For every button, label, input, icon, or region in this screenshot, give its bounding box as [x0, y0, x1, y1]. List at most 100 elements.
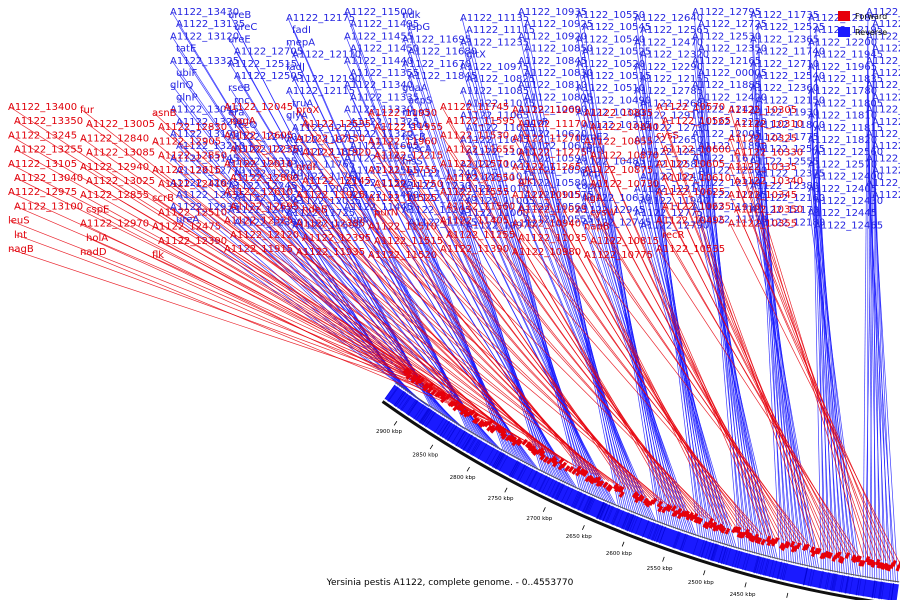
gene-label: A1122_11950: [368, 108, 437, 119]
ruler-tick: [662, 556, 665, 562]
connector-line: [729, 109, 865, 558]
forward-feature: [809, 546, 816, 554]
connector-line: [287, 164, 492, 446]
forward-feature: [560, 461, 568, 469]
reverse-feature: [387, 386, 399, 402]
reverse-feature: [891, 583, 895, 600]
reverse-feature: [471, 439, 481, 456]
reverse-feature: [420, 408, 431, 425]
gene-label: A1122_12800: [230, 173, 299, 184]
reverse-feature: [596, 502, 605, 519]
forward-feature: [430, 388, 438, 396]
forward-feature: [816, 547, 822, 555]
gene-label: A1122_12745: [582, 217, 651, 228]
forward-feature: [656, 500, 663, 508]
connector-line: [513, 138, 728, 526]
connector-line: [81, 166, 466, 407]
ruler-tick: [393, 421, 398, 426]
gene-label: A1122_11165: [872, 117, 900, 128]
gene-label: A1122_11815: [814, 123, 883, 134]
reverse-feature: [597, 502, 605, 520]
forward-feature: [592, 476, 599, 484]
forward-feature: [760, 538, 767, 546]
ruler-tick-label: 2650 kbp: [566, 534, 592, 540]
gene-label: A1122_11155: [408, 217, 477, 228]
forward-feature: [497, 426, 504, 434]
connector-line: [81, 109, 451, 397]
reverse-feature: [393, 391, 405, 407]
gene-label: A1122_10970: [466, 220, 535, 231]
gene-label: ureE: [228, 34, 251, 45]
reverse-feature: [830, 573, 835, 592]
gene-label: recR: [662, 230, 685, 241]
connector-line: [585, 254, 811, 548]
connector-line: [231, 177, 557, 457]
gene-label: A1122_11080: [872, 141, 900, 152]
gene-label: A1122_11390: [440, 244, 509, 255]
connector-line: [585, 112, 768, 537]
connector-line: [693, 207, 776, 560]
gene-label: A1122_11965: [808, 62, 877, 73]
connector-line: [873, 194, 899, 583]
forward-feature: [744, 528, 750, 536]
connector-line: [815, 176, 852, 576]
forward-feature: [860, 559, 866, 567]
gene-label: A1122_12635: [176, 190, 245, 201]
connector-line: [519, 182, 650, 520]
gene-label: A1122_12350: [698, 44, 767, 55]
gene-label: A1122_12330: [234, 217, 303, 228]
gene-label: A1122_11770: [698, 214, 767, 225]
forward-feature: [708, 521, 715, 529]
reverse-feature: [707, 542, 714, 560]
gene-label: A1122_13350: [14, 116, 83, 127]
gene-label: A1122_10840: [590, 122, 659, 133]
reverse-feature: [401, 395, 412, 412]
forward-feature: [711, 521, 718, 529]
reverse-feature: [384, 384, 396, 400]
connector-line: [577, 136, 681, 531]
reverse-feature: [647, 522, 654, 540]
reverse-feature: [845, 575, 850, 594]
gene-label: A1122_11605: [350, 141, 419, 152]
gene-label: A1122_11340: [344, 80, 413, 91]
gene-label: A1122_11765: [286, 159, 355, 170]
reverse-feature: [469, 438, 480, 455]
gene-label: A1122_12260: [234, 169, 303, 180]
gene-label: A1122_11925: [296, 190, 365, 201]
kbp-ruler: 2900 kbp 2850 kbp 2800 kbp 2750 kbp 2700 kbp…: [376, 421, 789, 598]
connector-line: [461, 91, 593, 497]
reverse-feature: [606, 506, 614, 523]
feature-tracks: [384, 367, 900, 600]
gene-label: A1122_11920: [302, 148, 371, 159]
ruler-tick: [504, 487, 508, 493]
forward-feature: [403, 369, 411, 376]
reverse-feature: [679, 533, 686, 551]
forward-feature: [473, 417, 481, 425]
forward-feature: [571, 468, 578, 475]
gene-label: A1122_12065: [286, 184, 355, 195]
gene-label: A1122_12145: [302, 176, 371, 187]
reverse-feature: [574, 492, 583, 509]
connector-line: [657, 135, 825, 550]
gene-label: A1122_12430: [814, 196, 883, 207]
gene-label: A1122_12940: [80, 162, 149, 173]
forward-feature: [836, 551, 842, 559]
reverse-feature: [833, 573, 838, 592]
gene-label: A1122_13100: [14, 201, 83, 212]
connector-line: [663, 206, 847, 555]
reverse-feature: [701, 540, 708, 558]
reverse-feature: [598, 503, 607, 520]
connector-line: [87, 123, 454, 400]
reverse-feature: [492, 451, 502, 468]
reverse-feature: [518, 465, 528, 482]
gene-label: A1122_11550: [446, 173, 515, 184]
gene-label: A1122_11805: [814, 98, 883, 109]
gene-label: A1122_10335: [728, 162, 797, 173]
forward-feature: [500, 433, 508, 440]
ruler-tick: [542, 507, 546, 512]
gene-label: A1122_11490: [350, 190, 419, 201]
gene-label: A1122_11000: [460, 208, 529, 219]
reverse-feature: [753, 555, 759, 574]
ruler-tick: [703, 570, 706, 576]
ruler-tick-label: 2550 kbp: [647, 566, 673, 572]
